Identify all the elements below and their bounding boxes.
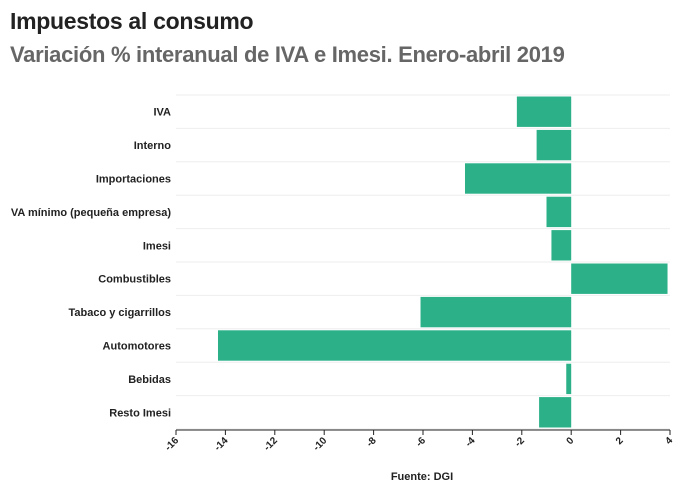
category-label: Automotores: [103, 341, 171, 353]
category-labels: IVA Interno Importaciones VA mínimo (pequeñ…: [11, 107, 171, 420]
x-tick-label: -10: [311, 435, 329, 453]
category-label: VA mínimo (pequeña empresa): [11, 207, 171, 219]
category-label: IVA: [153, 107, 171, 119]
x-tick-label: -2: [513, 435, 527, 449]
bar: [464, 163, 572, 194]
category-label: Bebidas: [128, 374, 171, 386]
category-label: Importaciones: [96, 174, 171, 186]
x-tick-label: -8: [365, 435, 379, 449]
bar: [536, 129, 572, 161]
x-tick-label: -16: [163, 435, 181, 453]
bar: [546, 196, 572, 228]
category-label: Interno: [134, 140, 172, 152]
category-label: Tabaco y cigarrillos: [68, 307, 171, 319]
bar: [571, 263, 668, 294]
x-tick-label: -12: [262, 435, 280, 453]
x-tick-label: -4: [463, 435, 477, 449]
x-tick-label: -14: [213, 435, 231, 453]
bar: [566, 363, 572, 395]
bar: [539, 397, 572, 428]
x-axis: -16 -14 -12 -10 -8 -6 -4 -2 0 2 4: [163, 429, 675, 453]
x-tick-label: 4: [663, 435, 675, 447]
gridlines: [176, 94, 670, 430]
chart-subtitle: Variación % interanual de IVA e Imesi. E…: [10, 42, 565, 67]
x-tick-label: 0: [565, 435, 577, 447]
category-label: Resto Imesi: [109, 407, 171, 419]
bar: [217, 330, 572, 361]
bar: [551, 230, 572, 261]
category-label: Imesi: [143, 240, 171, 252]
source-note: Fuente: DGI: [391, 471, 453, 483]
category-label: Combustibles: [98, 274, 171, 286]
bars: [217, 96, 668, 428]
chart-title: Impuestos al consumo: [10, 8, 254, 34]
x-tick-label: 2: [614, 435, 626, 447]
bar: [420, 296, 572, 328]
bar: [516, 96, 572, 127]
x-tick-label: -6: [414, 435, 428, 449]
